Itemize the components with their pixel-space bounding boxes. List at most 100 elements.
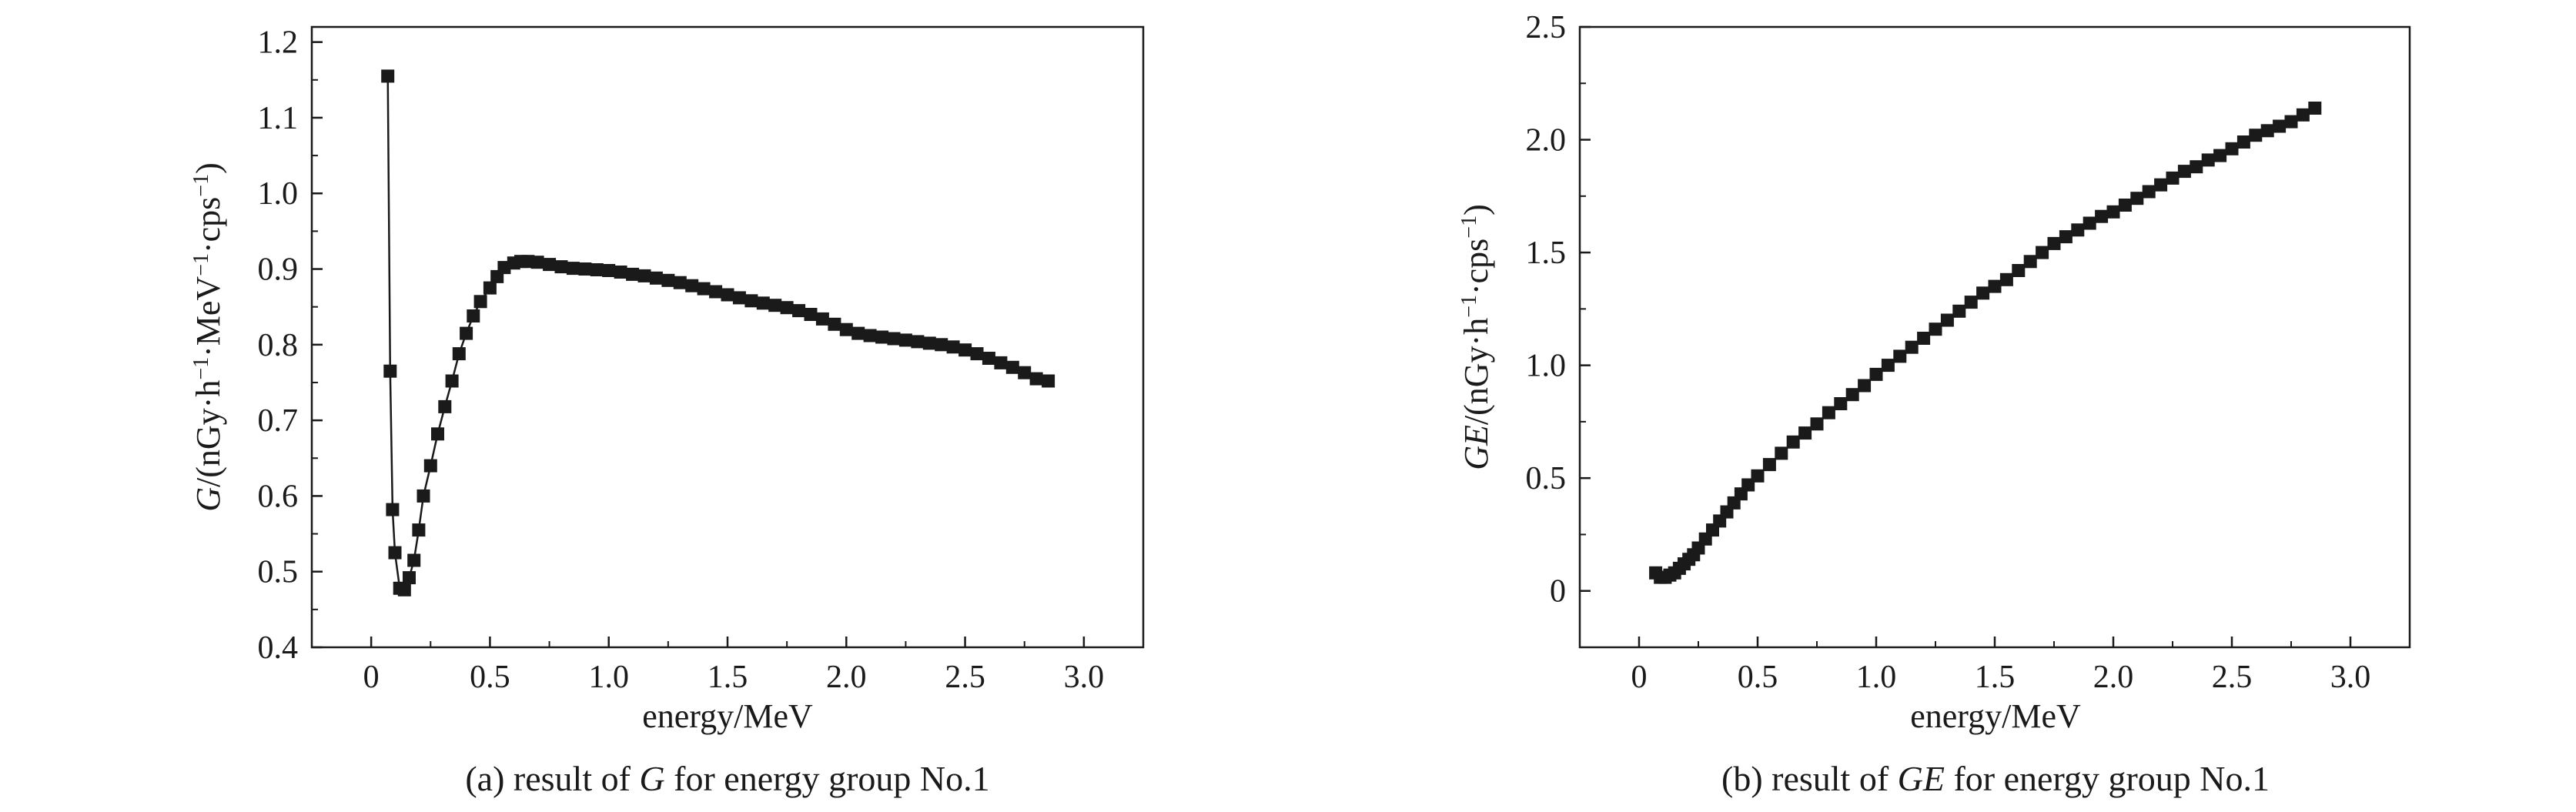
data-point-a — [614, 266, 627, 279]
data-point-a — [381, 69, 395, 83]
y-axis-symbol-b: GE — [1457, 425, 1495, 470]
y-tick-label: 0.9 — [258, 252, 299, 288]
data-point-a — [473, 295, 487, 309]
data-point-b — [1798, 426, 1812, 440]
x-tick-label: 1.5 — [1975, 660, 2016, 695]
caption-b-prefix: (b) result of — [1721, 759, 1898, 798]
data-point-b — [2308, 102, 2322, 115]
data-point-b — [1775, 446, 1788, 460]
data-point-b — [2036, 246, 2049, 259]
data-point-a — [922, 336, 936, 350]
x-tick-label: 0 — [363, 660, 380, 695]
y-axis-unit-b-1: /(nGy·h — [1457, 318, 1495, 425]
y-axis-sup-a-2: −1 — [189, 253, 213, 276]
data-point-b — [1845, 388, 1859, 402]
y-tick-label: 1.5 — [1526, 236, 1567, 271]
x-tick-label: 0.5 — [470, 660, 510, 695]
y-tick-label: 1.0 — [1526, 349, 1567, 384]
y-tick-label: 0.8 — [258, 328, 299, 363]
data-point-b — [1751, 469, 1765, 483]
data-point-a — [460, 326, 473, 340]
data-point-b — [2012, 264, 2026, 277]
data-point-a — [438, 399, 452, 413]
data-point-b — [1786, 435, 1800, 449]
data-point-b — [2071, 223, 2085, 237]
data-point-a — [970, 347, 984, 361]
data-point-a — [445, 374, 459, 388]
data-point-b — [1869, 367, 1883, 381]
data-point-b — [2083, 216, 2096, 230]
data-point-a — [911, 335, 925, 349]
data-point-b — [1929, 322, 1942, 336]
data-point-b — [1905, 340, 1919, 354]
y-tick-label: 0.6 — [258, 479, 299, 514]
data-point-a — [452, 347, 466, 361]
y-tick-label: 2.0 — [1526, 123, 1567, 159]
x-tick-label: 3.0 — [2330, 660, 2371, 695]
y-axis-unit-a-3: ·cps — [189, 197, 227, 253]
data-point-a — [685, 279, 699, 292]
caption-a: (a) result of G for energy group No.1 — [465, 759, 989, 798]
data-point-a — [851, 326, 865, 340]
y-tick-label: 0.5 — [1526, 461, 1567, 496]
y-axis-sup-b-2: −1 — [1457, 216, 1481, 239]
data-point-a — [1029, 372, 1043, 386]
data-point-b — [2023, 255, 2037, 269]
data-point-a — [543, 258, 557, 272]
y-axis-unit-b-2: ·cps — [1457, 239, 1495, 295]
data-point-a — [417, 489, 430, 503]
data-point-b — [1858, 379, 1872, 393]
data-point-a — [1042, 374, 1055, 388]
axes-ticks-b: 0 0.5 1.0 1.5 2.0 2.5 3.0 0 0.5 1.0 1.5 2.0 2.5 — [1526, 10, 2371, 695]
data-point-b — [1952, 304, 1966, 318]
data-point-a — [483, 281, 497, 295]
x-axis-title-b: energy/MeV — [1910, 697, 2081, 735]
data-point-a — [958, 343, 972, 357]
x-tick-label: 2.5 — [945, 660, 985, 695]
data-point-a — [423, 459, 437, 473]
data-point-b — [1917, 332, 1931, 345]
data-point-a — [407, 553, 421, 567]
data-point-a — [815, 312, 829, 326]
data-point-a — [578, 262, 592, 276]
y-tick-label: 1.2 — [258, 25, 299, 61]
series-line-a — [386, 75, 1049, 591]
data-plot-b — [1649, 102, 2322, 584]
data-point-b — [2154, 178, 2168, 192]
data-point-b — [2225, 142, 2239, 155]
data-point-a — [412, 523, 426, 537]
x-tick-label: 1.0 — [588, 660, 629, 695]
data-point-a — [721, 288, 734, 302]
data-point-b — [2284, 115, 2298, 129]
data-point-a — [744, 294, 758, 308]
data-point-a — [792, 304, 806, 318]
data-point-a — [566, 262, 580, 276]
data-point-b — [2236, 135, 2250, 149]
data-point-a — [946, 340, 960, 354]
data-point-a — [383, 364, 397, 378]
x-tick-label: 0.5 — [1738, 660, 1778, 695]
data-point-a — [756, 296, 770, 310]
y-axis-sup-b-1: −1 — [1457, 295, 1481, 318]
data-point-b — [1834, 397, 1848, 410]
data-point-b — [2190, 160, 2203, 174]
data-point-a — [804, 308, 818, 321]
data-point-b — [2249, 129, 2263, 142]
data-point-b — [2047, 236, 2061, 250]
data-point-a — [386, 503, 400, 516]
data-point-a — [590, 263, 604, 276]
data-point-b — [1976, 286, 1990, 300]
data-point-a — [626, 267, 640, 281]
data-point-a — [898, 333, 912, 347]
data-point-a — [935, 338, 948, 352]
data-point-a — [828, 317, 841, 331]
data-point-a — [863, 329, 877, 343]
data-point-b — [2142, 185, 2156, 199]
data-point-b — [1999, 272, 2013, 286]
data-point-b — [1881, 359, 1895, 373]
data-point-a — [403, 571, 416, 585]
data-point-a — [780, 301, 794, 315]
y-axis-title-a: G/(nGy·h−1·MeV−1·cps−1) — [189, 162, 228, 512]
y-axis-sup-a-3: −1 — [189, 174, 213, 197]
data-point-b — [2296, 108, 2310, 122]
